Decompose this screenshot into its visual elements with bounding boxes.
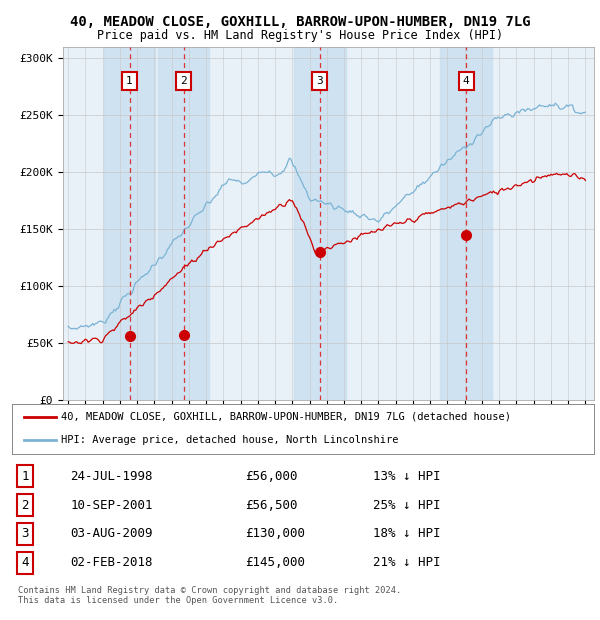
Text: 3: 3: [21, 528, 29, 541]
Text: £130,000: £130,000: [245, 528, 305, 541]
Text: 4: 4: [463, 76, 470, 86]
Text: 03-AUG-2009: 03-AUG-2009: [70, 528, 152, 541]
Text: HPI: Average price, detached house, North Lincolnshire: HPI: Average price, detached house, Nort…: [61, 435, 399, 445]
Text: Price paid vs. HM Land Registry's House Price Index (HPI): Price paid vs. HM Land Registry's House …: [97, 29, 503, 42]
Bar: [294, 46, 346, 400]
Text: 1: 1: [126, 76, 133, 86]
Text: £56,000: £56,000: [245, 470, 298, 483]
Text: 24-JUL-1998: 24-JUL-1998: [70, 470, 152, 483]
Text: 13% ↓ HPI: 13% ↓ HPI: [373, 470, 440, 483]
Bar: [158, 46, 209, 400]
Text: 1: 1: [21, 470, 29, 483]
Text: Contains HM Land Registry data © Crown copyright and database right 2024.
This d: Contains HM Land Registry data © Crown c…: [18, 586, 401, 605]
Text: 18% ↓ HPI: 18% ↓ HPI: [373, 528, 440, 541]
Text: 40, MEADOW CLOSE, GOXHILL, BARROW-UPON-HUMBER, DN19 7LG (detached house): 40, MEADOW CLOSE, GOXHILL, BARROW-UPON-H…: [61, 412, 511, 422]
Text: 3: 3: [316, 76, 323, 86]
Text: £56,500: £56,500: [245, 498, 298, 511]
Text: £145,000: £145,000: [245, 556, 305, 569]
Bar: [104, 46, 155, 400]
Bar: [440, 46, 492, 400]
Text: 4: 4: [21, 556, 29, 569]
Text: 02-FEB-2018: 02-FEB-2018: [70, 556, 152, 569]
Text: 2: 2: [180, 76, 187, 86]
Text: 2: 2: [21, 498, 29, 511]
Text: 10-SEP-2001: 10-SEP-2001: [70, 498, 152, 511]
Text: 40, MEADOW CLOSE, GOXHILL, BARROW-UPON-HUMBER, DN19 7LG: 40, MEADOW CLOSE, GOXHILL, BARROW-UPON-H…: [70, 16, 530, 30]
Text: 21% ↓ HPI: 21% ↓ HPI: [373, 556, 440, 569]
Text: 25% ↓ HPI: 25% ↓ HPI: [373, 498, 440, 511]
